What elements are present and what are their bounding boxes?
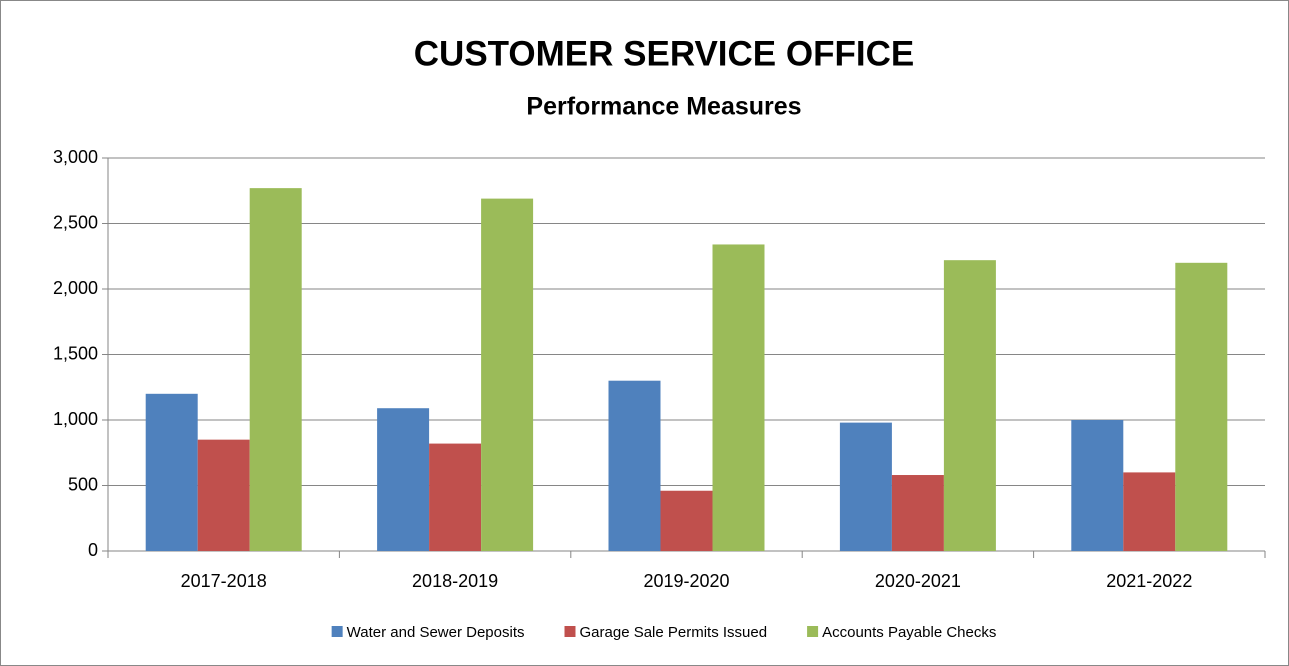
y-tick-label: 0 — [88, 540, 98, 560]
legend-swatch — [331, 626, 343, 637]
bar — [712, 244, 765, 551]
y-tick-label: 1,500 — [53, 343, 98, 363]
x-tick-label: 2020-2021 — [875, 571, 961, 591]
bar — [197, 439, 250, 551]
y-tick-label: 2,500 — [53, 212, 98, 232]
x-tick-label: 2021-2022 — [1106, 571, 1192, 591]
legend-label: Accounts Payable Checks — [822, 624, 996, 641]
legend-label: Water and Sewer Deposits — [347, 624, 525, 641]
legend-swatch — [807, 626, 819, 637]
bar — [1071, 420, 1124, 551]
bar — [377, 408, 430, 551]
chart-subtitle: Performance Measures — [526, 93, 801, 121]
bar — [608, 380, 661, 551]
bar — [1123, 472, 1176, 551]
bar — [145, 393, 198, 551]
legend-label: Garage Sale Permits Issued — [580, 624, 768, 641]
y-tick-label: 500 — [68, 474, 98, 494]
bar — [891, 475, 944, 551]
bar — [1175, 262, 1228, 551]
y-tick-label: 1,000 — [53, 409, 98, 429]
bar — [481, 198, 534, 552]
y-tick-label: 3,000 — [53, 147, 98, 167]
x-tick-label: 2018-2019 — [412, 571, 498, 591]
bar — [660, 490, 713, 551]
bar — [943, 260, 996, 551]
y-tick-label: 2,000 — [53, 278, 98, 298]
legend-swatch — [564, 626, 576, 637]
bar — [429, 443, 482, 551]
bar — [249, 188, 302, 551]
chart-title: CUSTOMER SERVICE OFFICE — [414, 34, 914, 73]
x-tick-label: 2017-2018 — [181, 571, 267, 591]
x-tick-label: 2019-2020 — [643, 571, 729, 591]
bar — [839, 422, 892, 551]
